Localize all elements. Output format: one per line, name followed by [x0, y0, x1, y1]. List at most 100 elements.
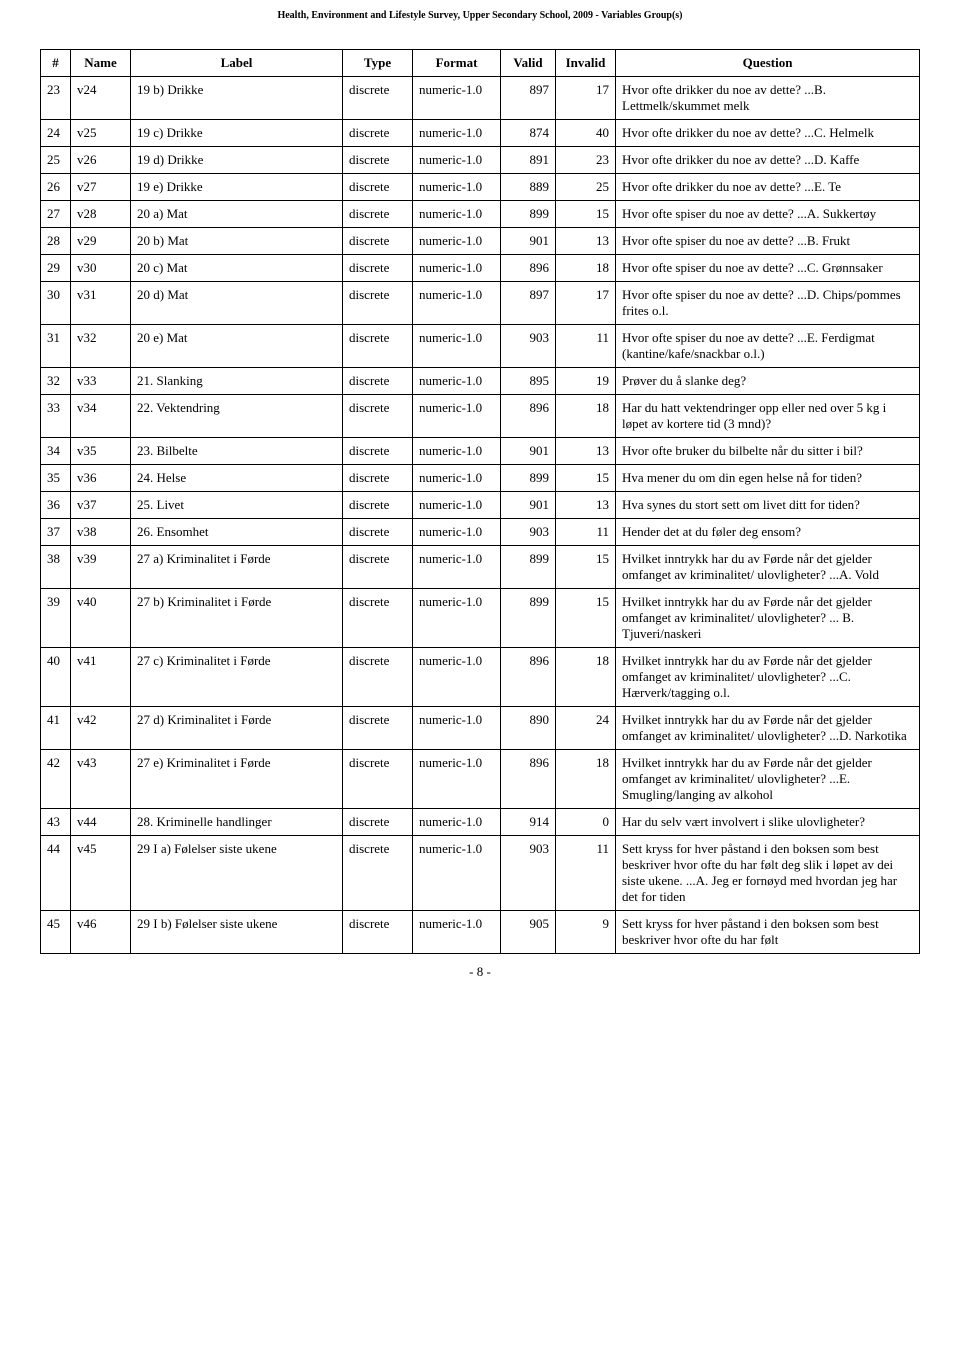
col-idx: # — [41, 50, 71, 77]
cell-idx: 29 — [41, 255, 71, 282]
cell-label: 20 c) Mat — [131, 255, 343, 282]
cell-label: 24. Helse — [131, 465, 343, 492]
cell-format: numeric-1.0 — [413, 589, 501, 648]
cell-valid: 891 — [501, 147, 556, 174]
table-row: 28v2920 b) Matdiscretenumeric-1.090113Hv… — [41, 228, 920, 255]
cell-name: v43 — [71, 750, 131, 809]
cell-type: discrete — [343, 911, 413, 954]
table-row: 41v4227 d) Kriminalitet i Førdediscreten… — [41, 707, 920, 750]
cell-invalid: 0 — [556, 809, 616, 836]
cell-question: Hvilket inntrykk har du av Førde når det… — [616, 648, 920, 707]
col-type: Type — [343, 50, 413, 77]
cell-question: Sett kryss for hver påstand i den boksen… — [616, 911, 920, 954]
cell-type: discrete — [343, 750, 413, 809]
cell-question: Hvor ofte drikker du noe av dette? ...D.… — [616, 147, 920, 174]
page-header: Health, Environment and Lifestyle Survey… — [40, 0, 920, 49]
col-invalid: Invalid — [556, 50, 616, 77]
cell-invalid: 23 — [556, 147, 616, 174]
cell-question: Hvor ofte spiser du noe av dette? ...E. … — [616, 325, 920, 368]
cell-invalid: 15 — [556, 201, 616, 228]
cell-invalid: 18 — [556, 648, 616, 707]
cell-label: 20 d) Mat — [131, 282, 343, 325]
table-row: 44v4529 I a) Følelser siste ukenediscret… — [41, 836, 920, 911]
cell-valid: 903 — [501, 836, 556, 911]
cell-valid: 890 — [501, 707, 556, 750]
cell-type: discrete — [343, 836, 413, 911]
cell-idx: 39 — [41, 589, 71, 648]
cell-label: 19 c) Drikke — [131, 120, 343, 147]
table-row: 39v4027 b) Kriminalitet i Førdediscreten… — [41, 589, 920, 648]
col-name: Name — [71, 50, 131, 77]
cell-label: 22. Vektendring — [131, 395, 343, 438]
cell-format: numeric-1.0 — [413, 809, 501, 836]
cell-question: Hvilket inntrykk har du av Førde når det… — [616, 589, 920, 648]
cell-idx: 36 — [41, 492, 71, 519]
cell-type: discrete — [343, 368, 413, 395]
cell-valid: 899 — [501, 589, 556, 648]
cell-valid: 899 — [501, 465, 556, 492]
cell-idx: 41 — [41, 707, 71, 750]
cell-label: 27 a) Kriminalitet i Førde — [131, 546, 343, 589]
cell-format: numeric-1.0 — [413, 368, 501, 395]
cell-format: numeric-1.0 — [413, 147, 501, 174]
cell-name: v26 — [71, 147, 131, 174]
cell-name: v30 — [71, 255, 131, 282]
page-footer: - 8 - — [40, 954, 920, 990]
table-row: 26v2719 e) Drikkediscretenumeric-1.08892… — [41, 174, 920, 201]
cell-idx: 26 — [41, 174, 71, 201]
cell-question: Hender det at du føler deg ensom? — [616, 519, 920, 546]
cell-name: v31 — [71, 282, 131, 325]
cell-invalid: 13 — [556, 492, 616, 519]
cell-name: v32 — [71, 325, 131, 368]
table-row: 24v2519 c) Drikkediscretenumeric-1.08744… — [41, 120, 920, 147]
cell-label: 19 d) Drikke — [131, 147, 343, 174]
cell-type: discrete — [343, 228, 413, 255]
cell-name: v25 — [71, 120, 131, 147]
cell-name: v24 — [71, 77, 131, 120]
cell-format: numeric-1.0 — [413, 750, 501, 809]
cell-type: discrete — [343, 147, 413, 174]
cell-type: discrete — [343, 519, 413, 546]
cell-name: v33 — [71, 368, 131, 395]
cell-type: discrete — [343, 395, 413, 438]
cell-invalid: 40 — [556, 120, 616, 147]
cell-invalid: 25 — [556, 174, 616, 201]
cell-format: numeric-1.0 — [413, 707, 501, 750]
cell-idx: 33 — [41, 395, 71, 438]
cell-label: 20 e) Mat — [131, 325, 343, 368]
cell-label: 20 b) Mat — [131, 228, 343, 255]
cell-valid: 901 — [501, 492, 556, 519]
cell-name: v27 — [71, 174, 131, 201]
cell-valid: 905 — [501, 911, 556, 954]
table-row: 35v3624. Helsediscretenumeric-1.089915Hv… — [41, 465, 920, 492]
table-row: 38v3927 a) Kriminalitet i Førdediscreten… — [41, 546, 920, 589]
cell-label: 19 b) Drikke — [131, 77, 343, 120]
cell-format: numeric-1.0 — [413, 120, 501, 147]
cell-name: v37 — [71, 492, 131, 519]
cell-type: discrete — [343, 492, 413, 519]
table-row: 25v2619 d) Drikkediscretenumeric-1.08912… — [41, 147, 920, 174]
cell-label: 29 I a) Følelser siste ukene — [131, 836, 343, 911]
table-row: 45v4629 I b) Følelser siste ukenediscret… — [41, 911, 920, 954]
variables-table: # Name Label Type Format Valid Invalid Q… — [40, 49, 920, 954]
cell-name: v35 — [71, 438, 131, 465]
cell-idx: 25 — [41, 147, 71, 174]
cell-invalid: 15 — [556, 589, 616, 648]
cell-name: v42 — [71, 707, 131, 750]
cell-valid: 889 — [501, 174, 556, 201]
cell-valid: 901 — [501, 228, 556, 255]
cell-invalid: 11 — [556, 325, 616, 368]
cell-idx: 45 — [41, 911, 71, 954]
cell-name: v29 — [71, 228, 131, 255]
cell-question: Prøver du å slanke deg? — [616, 368, 920, 395]
cell-invalid: 24 — [556, 707, 616, 750]
cell-type: discrete — [343, 174, 413, 201]
cell-question: Hvor ofte spiser du noe av dette? ...B. … — [616, 228, 920, 255]
cell-invalid: 11 — [556, 836, 616, 911]
cell-idx: 38 — [41, 546, 71, 589]
cell-question: Har du selv vært involvert i slike ulovl… — [616, 809, 920, 836]
cell-name: v44 — [71, 809, 131, 836]
cell-valid: 874 — [501, 120, 556, 147]
cell-invalid: 9 — [556, 911, 616, 954]
cell-idx: 28 — [41, 228, 71, 255]
